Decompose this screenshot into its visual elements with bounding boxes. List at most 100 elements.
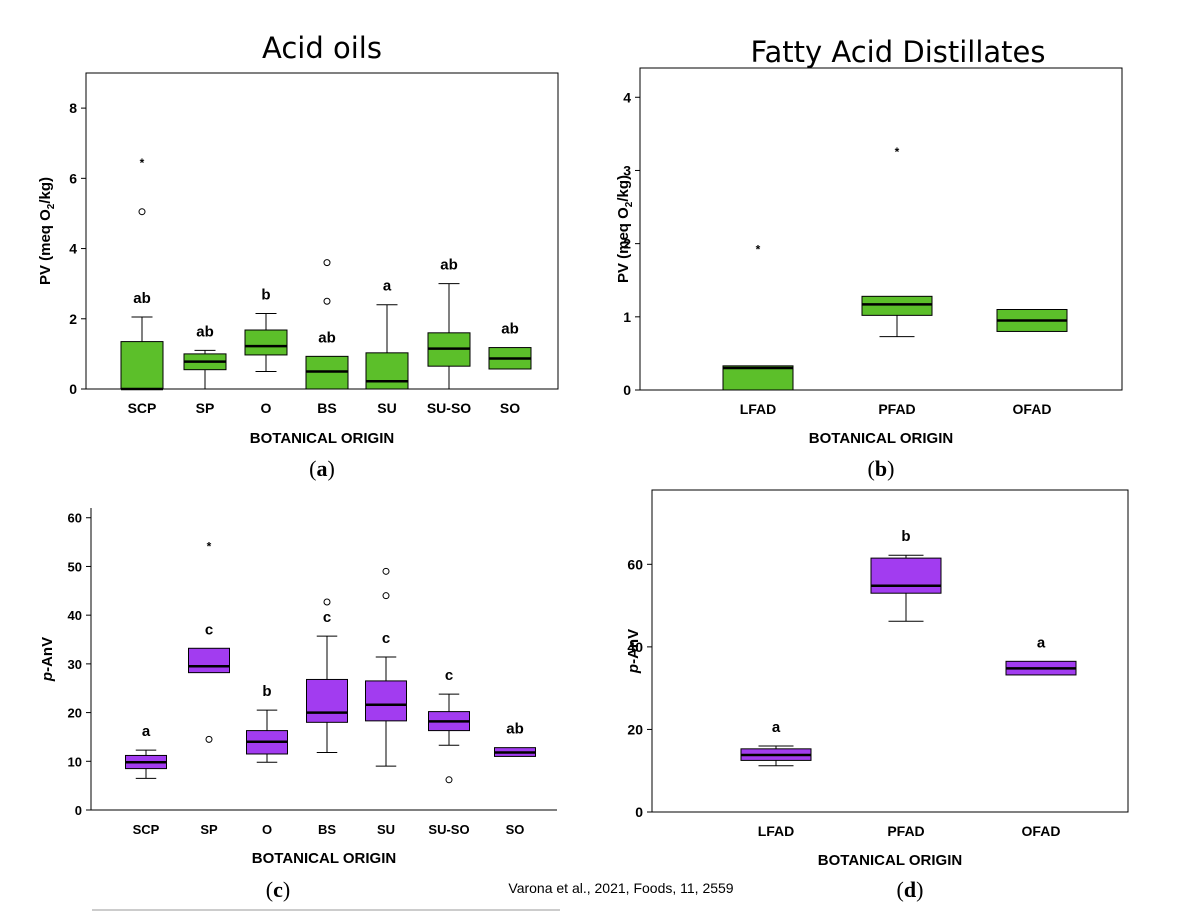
y-axis-title: PV (meq O2/kg) [37, 177, 57, 285]
y-tick-label: 10 [68, 754, 82, 769]
x-tick-label: OFAD [1013, 401, 1052, 417]
x-tick-label: LFAD [758, 823, 795, 839]
x-tick-label: PFAD [887, 823, 924, 839]
panel-title: Acid oils [262, 31, 382, 65]
significance-letter: ab [196, 323, 214, 340]
box-iqr [244, 329, 288, 356]
box-iqr [188, 647, 230, 674]
y-tick-label: 0 [75, 803, 82, 818]
box-SU: SU c [365, 567, 407, 837]
x-tick-label: SU-SO [428, 822, 469, 837]
x-tick-label: OFAD [1022, 823, 1061, 839]
x-tick-label: SCP [128, 400, 157, 416]
x-tick-label: SU [377, 400, 396, 416]
x-axis-title: BOTANICAL ORIGIN [252, 850, 396, 867]
extreme-point: * [207, 540, 212, 554]
x-tick-label: SCP [133, 822, 160, 837]
significance-letter: b [262, 683, 271, 700]
box-LFAD: LFAD * [722, 242, 794, 417]
outlier-point [445, 776, 453, 784]
panel-c: 0 10 20 30 40 50 60 p-AnV BOTANICAL ORIGIN SCP a SP… [39, 508, 557, 902]
y-tick-label: 0 [69, 381, 77, 397]
outlier-point [205, 735, 213, 743]
significance-letter: c [382, 630, 390, 647]
significance-letter: ab [133, 290, 151, 307]
x-tick-label: O [261, 400, 272, 416]
box-SU-SO: SU-SO c [428, 667, 470, 837]
x-tick-label: BS [317, 400, 336, 416]
box-O: Ob [244, 287, 288, 416]
y-tick-label: 2 [623, 236, 631, 252]
box-SCP: SCP a [125, 723, 167, 837]
y-tick-label: 60 [627, 556, 643, 572]
y-tick-label: 0 [635, 804, 643, 820]
x-tick-label: BS [318, 822, 336, 837]
box-SP: SP ab [183, 323, 227, 416]
box-SCP: SCP * ab [120, 156, 164, 416]
significance-letter: a [772, 719, 781, 736]
panel-title: Fatty Acid Distillates [751, 35, 1046, 69]
significance-letter: a [1037, 634, 1046, 651]
box-PFAD: PFAD b [870, 528, 942, 839]
significance-letter: b [261, 287, 270, 304]
y-tick-label: 3 [623, 162, 631, 178]
x-axis-title: BOTANICAL ORIGIN [250, 430, 394, 447]
box-LFAD: LFAD a [740, 719, 812, 839]
y-tick-label: 50 [68, 559, 82, 574]
box-BS: BS c [306, 598, 348, 837]
outlier-point [138, 208, 146, 216]
panel-caption: (d) [897, 877, 924, 902]
significance-letter: ab [440, 257, 458, 274]
y-tick-label: 2 [69, 311, 77, 327]
box-O: Ob [246, 683, 288, 837]
citation-text: Varona et al., 2021, Foods, 11, 2559 [508, 880, 733, 896]
panel-b: Fatty Acid Distillates 0 1 2 3 4 PV (meq O2/kg… [615, 35, 1123, 481]
significance-letter: ab [501, 321, 519, 338]
significance-letter: c [445, 667, 453, 684]
y-axis-title: p-AnV [625, 629, 642, 674]
significance-letter: a [383, 278, 392, 295]
y-tick-label: 60 [68, 511, 82, 526]
box-iqr [365, 352, 409, 390]
panel-a: Acid oils 0 2 4 6 8 PV (meq O2/kg) BOTANICAL OR… [37, 31, 559, 481]
outlier-point [323, 598, 331, 606]
x-tick-label: LFAD [740, 401, 777, 417]
box-iqr [306, 678, 348, 723]
box-OFAD: OFAD [996, 309, 1068, 417]
x-tick-label: SP [196, 400, 215, 416]
significance-letter: a [142, 723, 151, 740]
y-tick-label: 4 [69, 241, 77, 257]
box-iqr [722, 365, 794, 391]
y-tick-label: 8 [69, 100, 77, 116]
y-tick-label: 20 [68, 706, 82, 721]
y-tick-label: 40 [68, 608, 82, 623]
outlier-point [382, 567, 390, 575]
x-tick-label: SO [500, 400, 520, 416]
panel-caption: (a) [309, 456, 335, 481]
outlier-point [382, 592, 390, 600]
box-SU-SO: SU-SO ab [427, 257, 471, 416]
panel-caption: (c) [266, 877, 290, 902]
x-tick-label: SU [377, 822, 395, 837]
y-tick-label: 1 [623, 309, 631, 325]
box-PFAD: PFAD * [861, 145, 933, 417]
box-iqr [365, 680, 407, 722]
x-tick-label: SU-SO [427, 400, 471, 416]
y-tick-label: 4 [623, 89, 631, 105]
box-SO: SO ab [488, 321, 532, 416]
box-SP: SP * c [188, 540, 230, 837]
box-SU: SU a [365, 278, 409, 416]
box-iqr [120, 341, 164, 390]
plot-frame [639, 67, 1123, 391]
x-axis-title: BOTANICAL ORIGIN [809, 430, 953, 447]
outlier-point [323, 297, 331, 305]
significance-letter: ab [318, 329, 336, 346]
box-iqr [870, 557, 942, 594]
box-OFAD: OFAD a [1005, 634, 1077, 839]
panel-d: 0 20 40 60 p-AnV BOTANICAL ORIGIN LFAD a PFAD b OF… [625, 489, 1129, 902]
plot-frame [651, 489, 1129, 813]
box-SO: SO ab [494, 721, 536, 837]
x-tick-label: SO [506, 822, 525, 837]
x-axis-title: BOTANICAL ORIGIN [818, 852, 962, 869]
box-iqr [861, 295, 933, 316]
